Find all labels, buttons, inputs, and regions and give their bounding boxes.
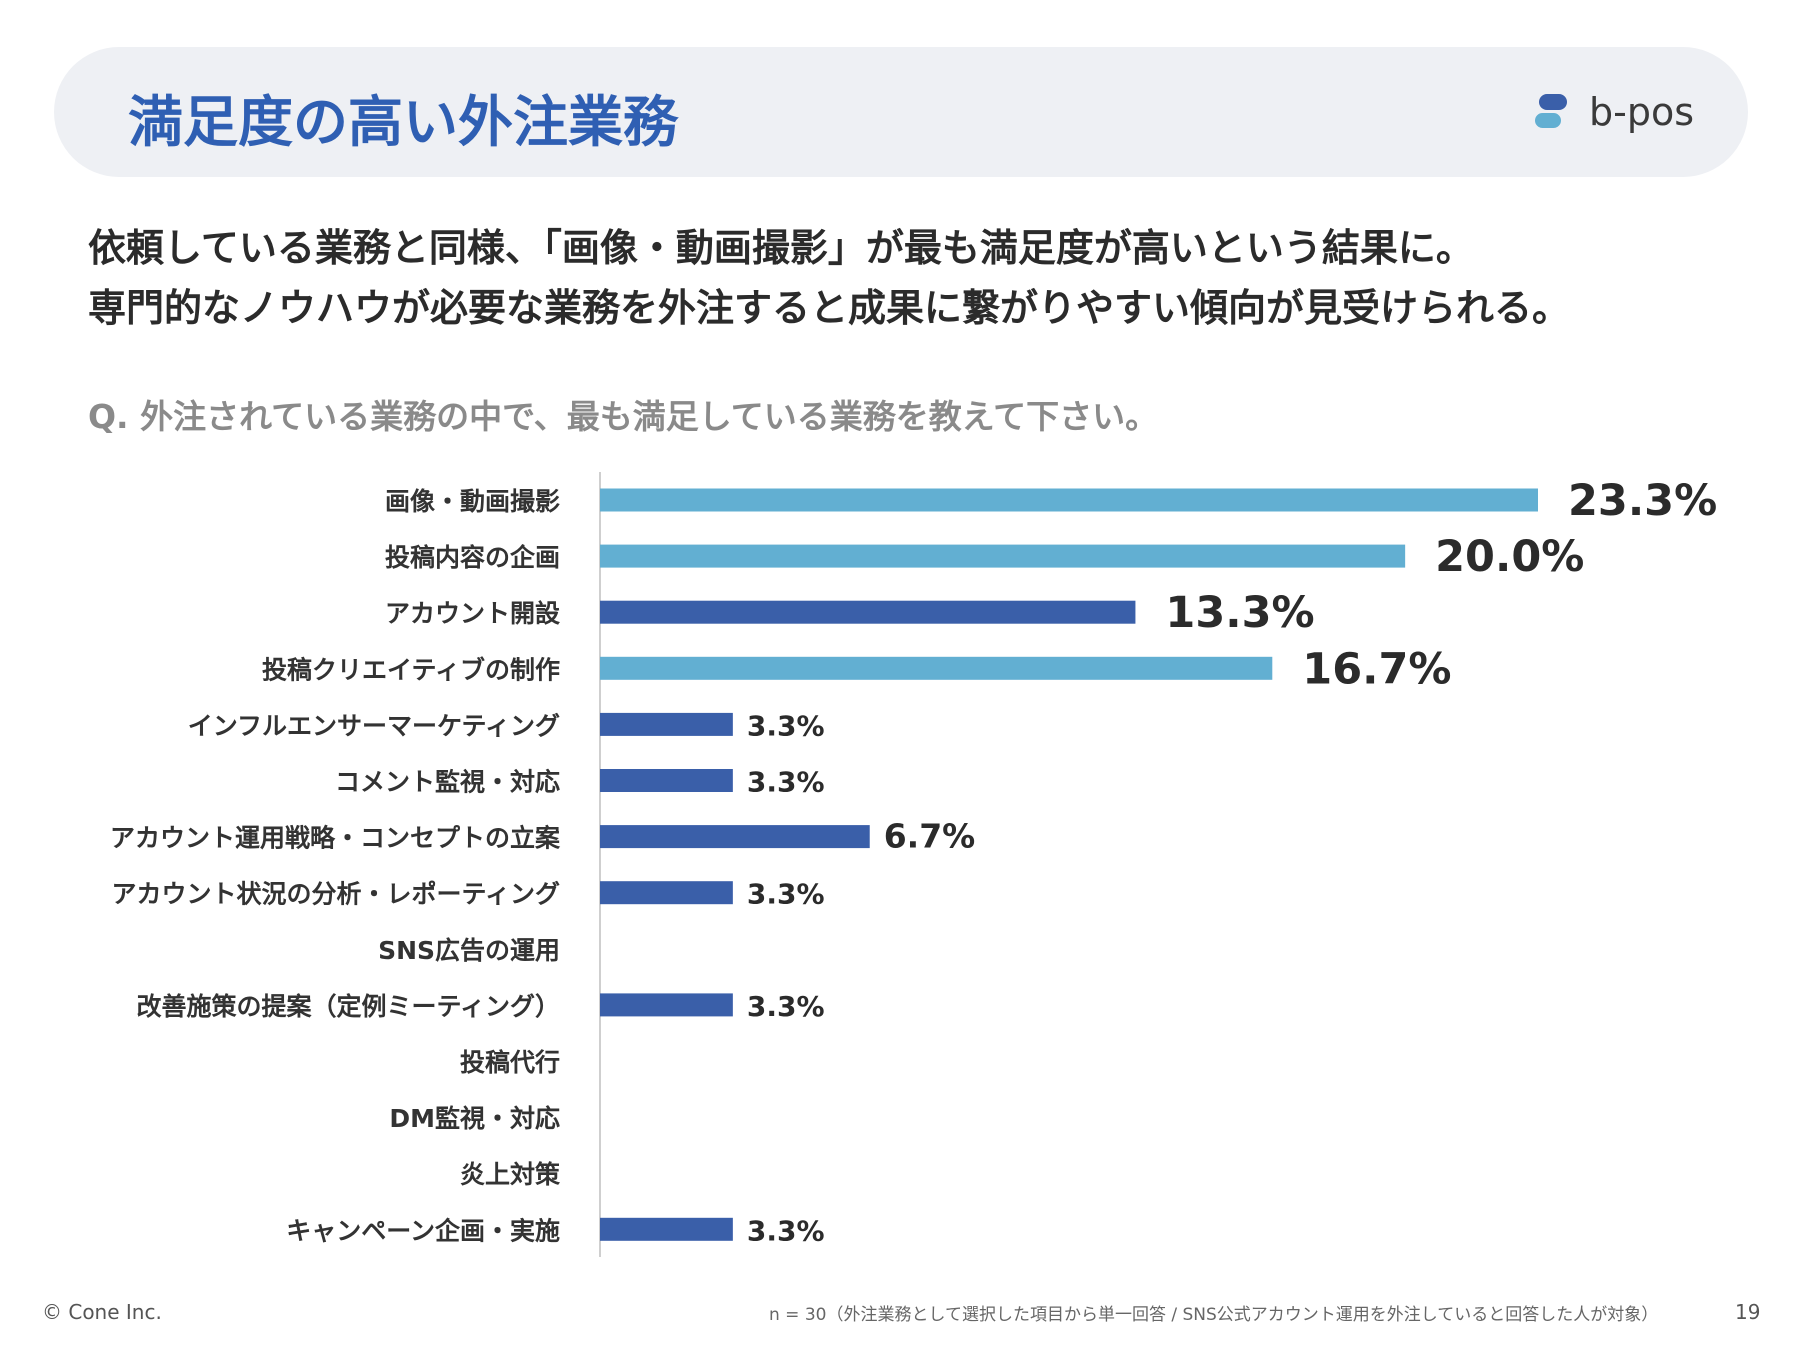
value-label: 6.7% [884,817,976,856]
survey-question: Q. 外注されている業務の中で、最も満足している業務を教えて下さい。 [88,397,1159,436]
bar [600,1217,733,1241]
value-label: 3.3% [747,1214,825,1247]
value-label: 23.3% [1568,476,1717,526]
b-pos-logo-icon [1534,94,1567,128]
category-label: SNS広告の運用 [378,936,560,965]
brand-logo: b-pos [1531,87,1694,137]
bar-chart: 画像・動画撮影 23.3% 投稿内容の企画 20.0% アカウント開設 13.3% 投稿クリ… [110,472,1717,1257]
value-label: 16.7% [1302,644,1451,694]
value-label: 20.0% [1435,532,1584,582]
value-label: 3.3% [747,709,825,742]
lead-line-2: 専門的なノウハウが必要な業務を外注すると成果に繋がりやすい傾向が見受けられる。 [88,286,1571,330]
bar [600,712,733,736]
lead-text: 依頼している業務と同様、「画像・動画撮影」が最も満足度が高いという結果に。 専門… [88,218,1570,338]
value-label: 3.3% [747,878,825,911]
bar [600,488,1538,512]
category-label: 画像・動画撮影 [385,487,560,516]
category-label: 投稿内容の企画 [385,543,560,572]
category-label: キャンペーン企画・実施 [286,1216,560,1245]
header-bar: 満足度の高い外注業務 b-pos [54,47,1748,177]
category-label: アカウント開設 [385,599,561,628]
copyright: © Cone Inc. [42,1300,162,1324]
bar [600,656,1273,680]
value-label: 3.3% [747,990,825,1023]
bar [600,993,733,1017]
value-label: 13.3% [1165,588,1314,638]
category-label: コメント監視・対応 [335,768,560,797]
category-label: アカウント状況の分析・レポーティング [111,880,560,909]
lead-line-1: 依頼している業務と同様、「画像・動画撮影」が最も満足度が高いという結果に。 [88,226,1474,270]
category-label: 炎上対策 [460,1160,561,1189]
category-label: インフルエンサーマーケティング [188,711,560,740]
bar [600,544,1406,568]
bar [600,600,1136,624]
category-label: 投稿代行 [460,1048,560,1077]
value-label: 3.3% [747,766,825,799]
category-label: アカウント運用戦略・コンセプトの立案 [110,824,561,853]
category-label: DM監視・対応 [389,1104,560,1133]
category-label: 改善施策の提案（定例ミーティング） [136,992,560,1021]
sample-note: n = 30（外注業務として選択した項目から単一回答 / SNS公式アカウント運… [769,1305,1659,1325]
page-number: 19 [1735,1300,1761,1324]
bar [600,825,870,849]
page-title: 満足度の高い外注業務 [128,90,679,154]
bar [600,881,733,905]
category-label: 投稿クリエイティブの制作 [262,655,560,684]
logo-text: b-pos [1588,90,1694,134]
bar [600,769,733,792]
